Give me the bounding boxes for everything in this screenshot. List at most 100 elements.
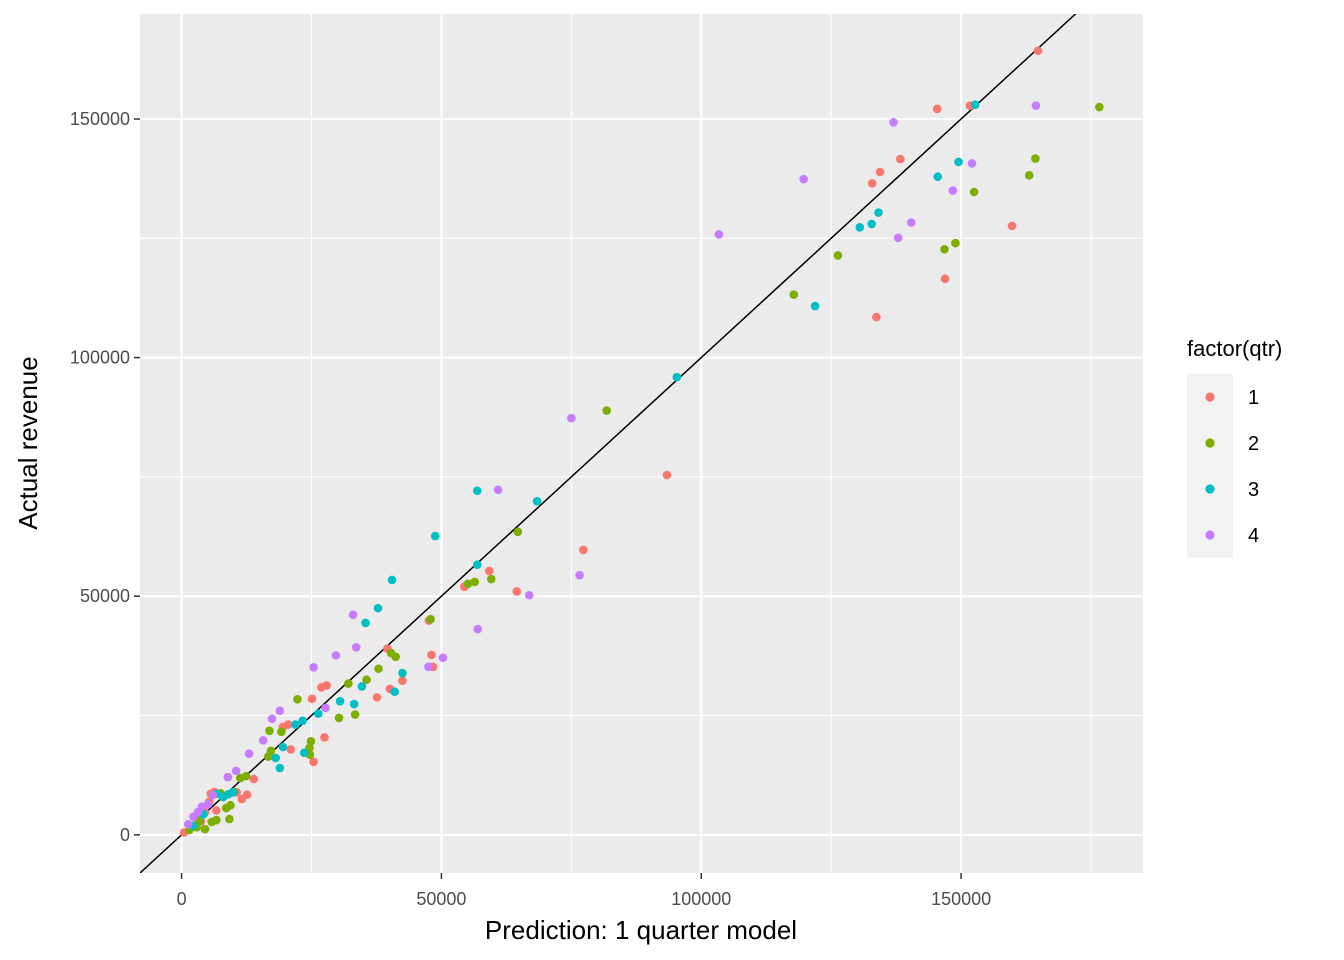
data-point (349, 699, 359, 709)
data-point (212, 806, 221, 815)
data-point (532, 496, 542, 506)
legend-key-1 (1205, 392, 1215, 402)
data-point (298, 716, 307, 726)
data-point (344, 679, 353, 688)
data-point (386, 648, 396, 658)
data-point (1033, 46, 1043, 56)
data-point (293, 694, 302, 704)
x-axis: 0 50000 100000 150000 (177, 873, 991, 909)
x-tick-label: 50000 (416, 889, 466, 909)
data-point (567, 413, 576, 423)
data-point (275, 763, 285, 773)
data-point (373, 603, 383, 613)
data-point (244, 749, 254, 758)
plot-panel (140, 14, 1143, 873)
data-point (463, 579, 473, 589)
data-point (291, 720, 300, 729)
data-point (714, 230, 724, 239)
legend: factor(qtr) 1 2 3 4 (1187, 336, 1282, 558)
data-point (473, 624, 483, 634)
data-point (267, 714, 277, 724)
data-point (430, 531, 440, 541)
data-point (313, 709, 323, 718)
data-point (286, 745, 296, 754)
data-point (200, 824, 210, 834)
data-point (889, 118, 898, 127)
data-point (948, 186, 958, 195)
data-point (424, 662, 433, 672)
data-point (299, 748, 309, 758)
data-point (513, 527, 523, 537)
data-point (810, 301, 820, 311)
data-point (951, 238, 960, 248)
data-point (470, 577, 479, 587)
data-point (223, 772, 233, 782)
data-point (237, 794, 247, 804)
data-point (1031, 101, 1041, 110)
data-point (278, 742, 288, 752)
x-tick-label: 100000 (671, 889, 731, 909)
data-point (940, 274, 950, 284)
data-point (309, 663, 318, 672)
data-point (357, 682, 367, 691)
data-point (390, 687, 399, 696)
data-point (967, 159, 977, 168)
data-point (317, 683, 326, 692)
data-point (789, 290, 799, 299)
major-gridlines (140, 14, 1143, 873)
legend-key-background (1187, 374, 1233, 558)
data-point (578, 545, 588, 555)
data-point (275, 706, 285, 716)
data-point (335, 696, 345, 706)
data-point (493, 485, 503, 495)
data-point (398, 668, 407, 678)
series-4 (184, 101, 1041, 829)
data-point (672, 372, 682, 382)
data-point (1007, 221, 1017, 231)
data-point (602, 406, 611, 415)
data-point (867, 219, 877, 229)
data-point (874, 208, 883, 217)
data-point (334, 713, 344, 723)
data-point (236, 773, 245, 783)
data-point (833, 251, 843, 260)
data-point (1095, 102, 1104, 112)
data-point (189, 812, 198, 821)
data-point (362, 675, 371, 685)
data-point (350, 710, 360, 719)
data-point (427, 650, 436, 660)
minor-gridlines (140, 14, 1143, 873)
data-point (361, 618, 370, 628)
data-point (264, 752, 273, 761)
x-tick-label: 150000 (931, 889, 991, 909)
x-axis-label: Prediction: 1 quarter model (485, 915, 797, 945)
legend-label-2: 2 (1248, 433, 1259, 455)
data-point (249, 774, 259, 784)
data-point (896, 154, 905, 164)
data-point (933, 172, 943, 182)
y-axis: 0 50000 100000 150000 (70, 109, 140, 845)
data-point (893, 233, 903, 243)
legend-key-3 (1205, 484, 1215, 494)
y-tick-label: 100000 (70, 348, 130, 368)
data-point (438, 653, 448, 663)
data-point (265, 726, 274, 736)
y-tick-label: 50000 (80, 586, 130, 606)
data-point (906, 218, 916, 227)
data-point (277, 727, 286, 737)
data-point (484, 566, 494, 576)
data-point (309, 757, 318, 767)
data-point (969, 187, 979, 197)
data-point (331, 651, 341, 660)
data-point (372, 693, 382, 702)
data-point (867, 179, 877, 188)
data-point (184, 820, 193, 829)
data-point (932, 104, 942, 114)
data-point (320, 733, 329, 742)
y-tick-label: 0 (120, 825, 130, 845)
data-point (855, 223, 865, 232)
data-point (221, 803, 231, 813)
data-point (351, 642, 361, 652)
series-3 (188, 100, 980, 831)
data-point (799, 174, 808, 184)
